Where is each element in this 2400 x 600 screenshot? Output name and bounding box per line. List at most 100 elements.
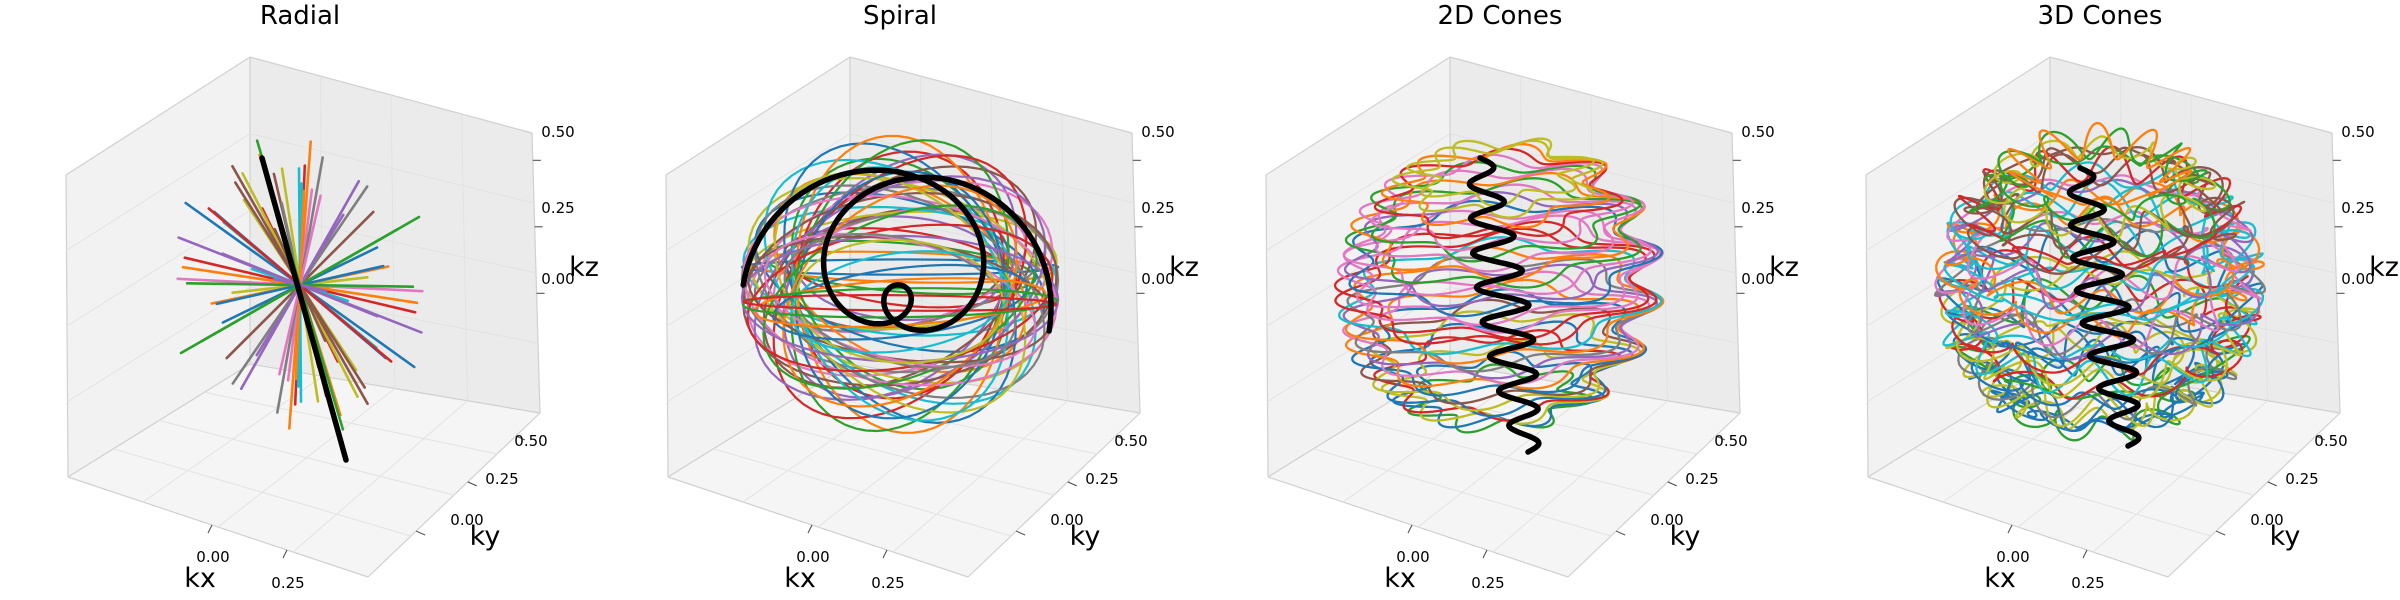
x-tick-label: 0.25 [2071, 574, 2104, 592]
trajectory-line [1940, 250, 2261, 387]
trajectory-line [762, 204, 1038, 390]
trajectory-line [1336, 214, 1662, 334]
grid-line [1492, 400, 1668, 553]
z-tick-label: 0.50 [1141, 123, 1174, 141]
y-tick [415, 530, 426, 536]
grid-line [249, 133, 535, 204]
grid-line [804, 391, 1098, 455]
trajectory-line [1406, 137, 1595, 208]
trajectory-line [772, 263, 1028, 341]
x-tick [1482, 549, 1488, 559]
y-tick [2315, 435, 2326, 441]
panel-spiral: Spiral kx ky kz 0.00 0.25 0.00 0.25 0.50… [665, 1, 1199, 594]
panel-title: Radial [260, 1, 340, 31]
trajectory-line [1957, 145, 2243, 267]
y-tick-label: 0.00 [1050, 511, 1083, 529]
panel-2d-cones: 2D Cones kx ky kz 0.00 0.25 0.00 0.25 0.… [1265, 1, 1799, 594]
z-axis-label: kz [2369, 252, 2399, 283]
grid-line [1958, 420, 2255, 496]
trajectory-line [1344, 177, 1644, 289]
floor-pane [68, 364, 540, 577]
grid-line [158, 420, 455, 496]
grid-line [892, 400, 1068, 553]
trajectory-line [1370, 153, 1635, 252]
trajectory-line [795, 239, 1005, 364]
y-tick [1667, 481, 1677, 487]
y-axis-label: ky [1670, 521, 1701, 552]
trajectory-line [1334, 227, 1658, 346]
x-axis-label: kx [1984, 563, 2016, 594]
z-tick-label: 0.25 [541, 199, 574, 217]
highlighted-trajectory [259, 155, 349, 463]
x-tick [882, 549, 888, 559]
x-tick [2007, 524, 2013, 534]
x-tick-label: 0.25 [1471, 574, 1504, 592]
z-tick-label: 0.50 [1741, 123, 1774, 141]
trajectory-line [1348, 199, 1664, 318]
z-tick-label: 0.25 [1141, 199, 1174, 217]
trajectory-line [1949, 161, 2251, 292]
y-tick-label: 0.00 [2250, 511, 2283, 529]
panel-title: Spiral [863, 1, 937, 31]
y-tick [1015, 530, 1026, 536]
plot-area [176, 139, 424, 463]
y-tick [1067, 481, 1077, 487]
grid-line [666, 133, 851, 251]
trajectory-line [747, 235, 1053, 364]
y-tick-label: 0.50 [2314, 432, 2347, 450]
grid-line [1061, 113, 1068, 401]
z-axis-label: kz [1169, 252, 1199, 283]
z-axis-label: kz [569, 252, 599, 283]
highlighted-trajectory [740, 167, 1054, 334]
x-tick [282, 549, 288, 559]
trajectory-line [783, 232, 1017, 369]
trajectory-line [1350, 171, 1646, 282]
trajectory-line [795, 150, 1005, 400]
trajectory-line [746, 223, 1054, 373]
y-tick-label: 0.00 [1650, 511, 1683, 529]
trajectory-line [754, 184, 1046, 399]
y-axis-label: ky [2270, 521, 2301, 552]
trajectory-line [795, 134, 1005, 434]
grid-line [1661, 113, 1668, 401]
floor-pane [1268, 364, 1740, 577]
x-tick-label: 0.00 [196, 548, 229, 566]
grid-line [2092, 400, 2268, 553]
x-tick [2082, 549, 2088, 559]
x-tick [807, 524, 813, 534]
y-tick-label: 0.50 [1714, 432, 1747, 450]
x-tick-label: 0.25 [871, 574, 904, 592]
pane-edge [1865, 56, 2051, 176]
grid-line [390, 94, 396, 389]
trajectory-line [1997, 127, 2208, 222]
pane-edge [65, 56, 251, 176]
x-tick-label: 0.25 [271, 574, 304, 592]
trajectory-line [742, 294, 1058, 312]
grid-line [1266, 133, 1451, 251]
grid-line [461, 113, 468, 401]
y-tick-label: 0.25 [1685, 470, 1718, 488]
trajectory-line [795, 170, 1005, 420]
y-tick [1715, 435, 1726, 441]
panel-radial: Radial kx ky kz 0.00 0.25 0.00 0.25 0.50… [65, 1, 599, 594]
left-pane [66, 57, 250, 477]
grid-line [66, 133, 251, 251]
y-tick [467, 481, 477, 487]
y-tick-label: 0.25 [1085, 470, 1118, 488]
y-tick [1615, 530, 1626, 536]
z-axis-label: kz [1769, 252, 1799, 283]
z-tick-label: 0.50 [2341, 123, 2374, 141]
trajectory-line [1342, 270, 1651, 386]
highlighted-trajectory [1466, 155, 1542, 455]
trajectory-line [1342, 183, 1652, 297]
x-axis-label: kx [784, 563, 816, 594]
plot-area [1933, 121, 2267, 449]
grid-line [1358, 420, 1655, 496]
x-tick-label: 0.00 [796, 548, 829, 566]
trajectory-line [1380, 142, 1611, 229]
z-tick-label: 0.50 [541, 123, 574, 141]
panel-title: 3D Cones [2038, 1, 2163, 31]
y-tick-label: 0.50 [514, 432, 547, 450]
trajectory-line [1370, 160, 1642, 263]
